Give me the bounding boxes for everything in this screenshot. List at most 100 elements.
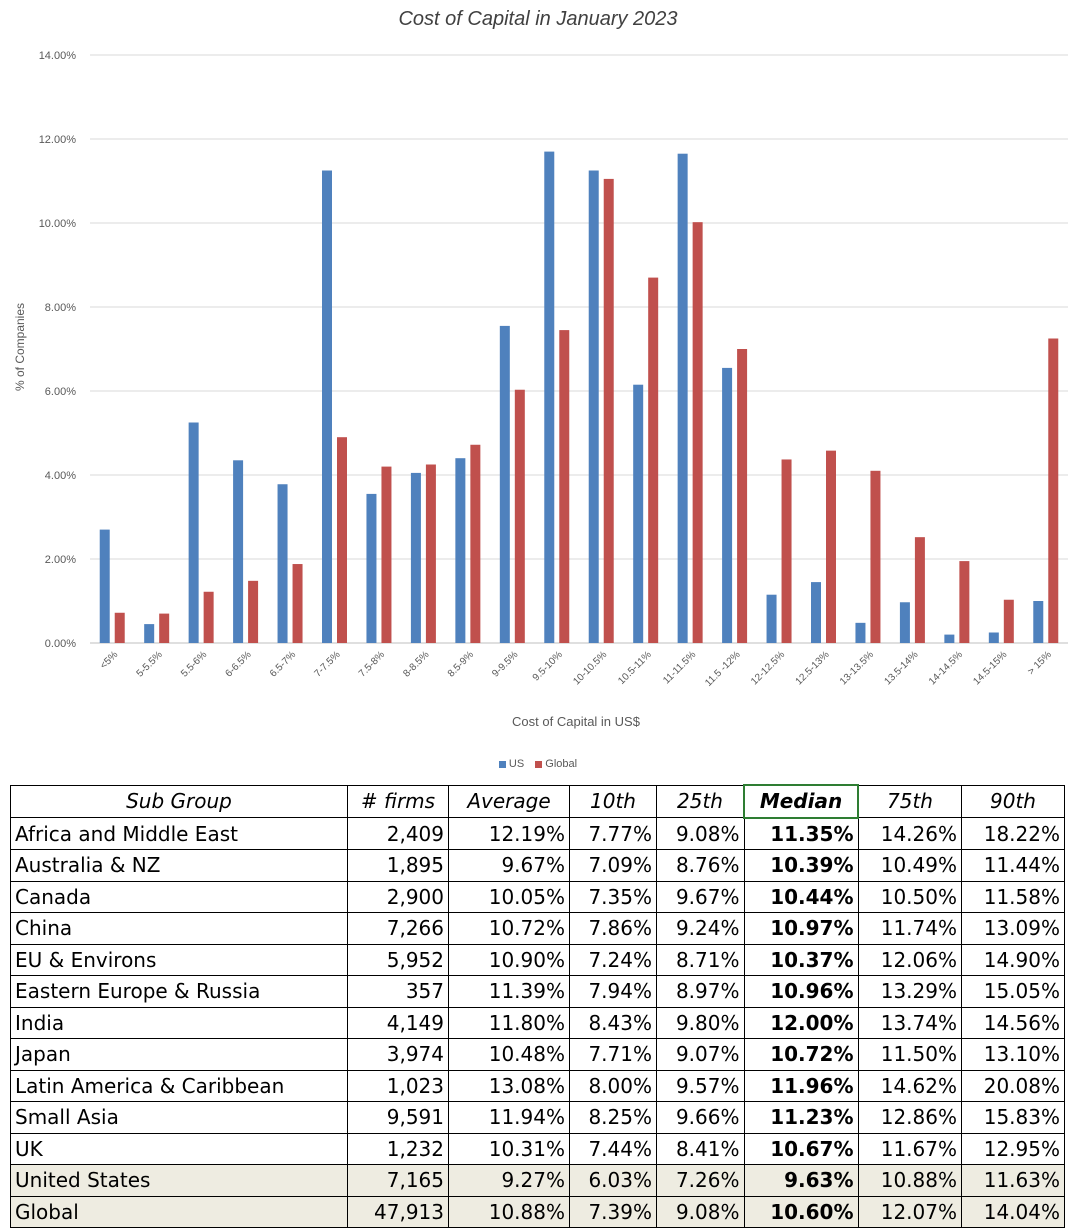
table-cell: 8.76% xyxy=(656,849,745,882)
row-name: India xyxy=(10,1006,348,1039)
table-row: Global 47,913 10.88% 7.39% 9.08% 10.60% 12.07%… xyxy=(10,1195,1065,1228)
x-tick-label: 6-6.5% xyxy=(224,649,254,679)
row-name: Africa and Middle East xyxy=(10,817,348,850)
table-cell: 10.90% xyxy=(448,943,570,976)
x-axis-title: Cost of Capital in US$ xyxy=(512,714,640,729)
y-tick-label: 12.00% xyxy=(39,134,77,146)
table-cell: 11.67% xyxy=(857,1132,962,1165)
x-tick-label: 10.5-11% xyxy=(616,649,654,687)
legend-item-global: Global xyxy=(535,758,577,770)
table-cell: 7.71% xyxy=(569,1038,657,1071)
table-cell: 13.74% xyxy=(857,1006,962,1039)
table-row: India 4,149 11.80% 8.43% 9.80% 12.00% 13.74% 14… xyxy=(10,1006,1065,1039)
table-cell: 10.37% xyxy=(743,943,859,976)
table-cell: 9.67% xyxy=(448,849,570,882)
x-tick-label: 9.5-10% xyxy=(531,649,565,683)
table-cell: 11.58% xyxy=(961,880,1065,913)
bar-global-21 xyxy=(1048,338,1059,643)
row-name: Global xyxy=(10,1195,348,1228)
bar-global-10 xyxy=(559,330,570,643)
bar-us-5 xyxy=(322,170,332,643)
bar-global-11 xyxy=(603,178,614,643)
col-header-75th: 75th xyxy=(857,784,962,818)
chart: Cost of Capital in January 2023 % of Com… xyxy=(0,8,1076,770)
table-cell: 12.95% xyxy=(961,1132,1065,1165)
table-cell: 8.00% xyxy=(569,1069,657,1102)
bar-global-4 xyxy=(292,564,303,643)
table-cell: 9,591 xyxy=(347,1101,449,1134)
table-cell: 8.25% xyxy=(569,1101,657,1134)
table-row: EU & Environs 5,952 10.90% 7.24% 8.71% 10.37%… xyxy=(10,943,1065,976)
table-cell: 8.43% xyxy=(569,1006,657,1039)
x-tick-label: 11.5 -12% xyxy=(703,649,743,689)
table-cell: 9.63% xyxy=(743,1164,859,1197)
table-cell: 12.19% xyxy=(448,817,570,850)
x-tick-label: 10-10.5% xyxy=(571,649,609,687)
table-cell: 10.67% xyxy=(743,1132,859,1165)
table-cell: 14.90% xyxy=(961,943,1065,976)
table-cell: 7.77% xyxy=(569,817,657,850)
table-row: Africa and Middle East 2,409 12.19% 7.77% 9.… xyxy=(10,817,1065,850)
bar-us-10 xyxy=(544,151,555,643)
table-cell: 6.03% xyxy=(569,1164,657,1197)
table-cell: 47,913 xyxy=(347,1195,449,1228)
table-cell: 5,952 xyxy=(347,943,449,976)
col-header-90th: 90th xyxy=(961,784,1065,818)
bar-us-0 xyxy=(99,529,110,643)
bar-global-9 xyxy=(514,389,525,643)
table-cell: 20.08% xyxy=(961,1069,1065,1102)
row-name: Australia & NZ xyxy=(10,849,348,882)
table-cell: 10.48% xyxy=(448,1038,570,1071)
bar-global-16 xyxy=(826,450,836,643)
table-cell: 14.56% xyxy=(961,1006,1065,1039)
chart-legend: US Global xyxy=(0,758,1076,770)
table-row: Latin America & Caribbean 1,023 13.08% 8.00… xyxy=(10,1069,1065,1102)
bar-us-4 xyxy=(277,484,288,643)
table-cell: 15.05% xyxy=(961,975,1065,1008)
table-cell: 13.08% xyxy=(448,1069,570,1102)
table-cell: 9.07% xyxy=(656,1038,745,1071)
bar-global-3 xyxy=(248,580,259,643)
bar-global-2 xyxy=(203,591,214,643)
table-cell: 10.44% xyxy=(743,880,859,913)
table-cell: 10.31% xyxy=(448,1132,570,1165)
row-name: Canada xyxy=(10,880,348,913)
table-cell: 8.97% xyxy=(656,975,745,1008)
bar-global-1 xyxy=(159,613,170,643)
bar-us-20 xyxy=(988,632,999,643)
table-row: China 7,266 10.72% 7.86% 9.24% 10.97% 11.74% 13… xyxy=(10,912,1065,945)
table-cell: 11.23% xyxy=(743,1101,859,1134)
bar-us-1 xyxy=(144,624,155,643)
table-header-row: Sub Group # firms Average 10th 25th Medi… xyxy=(10,784,1065,819)
table-cell: 7,266 xyxy=(347,912,449,945)
y-tick-label: 14.00% xyxy=(39,50,77,62)
bar-us-18 xyxy=(899,602,910,643)
table-cell: 10.39% xyxy=(743,849,859,882)
bar-us-9 xyxy=(499,325,510,643)
x-tick-label: 9-9.5% xyxy=(490,649,520,679)
bar-global-12 xyxy=(648,277,659,643)
table-cell: 7,165 xyxy=(347,1164,449,1197)
table-cell: 10.88% xyxy=(857,1164,962,1197)
table-row: Eastern Europe & Russia 357 11.39% 7.94% 8.9… xyxy=(10,975,1065,1008)
table-cell: 11.94% xyxy=(448,1101,570,1134)
table-cell: 13.09% xyxy=(961,912,1065,945)
y-tick-label: 6.00% xyxy=(45,386,76,398)
bar-global-17 xyxy=(870,470,881,643)
bar-global-6 xyxy=(381,466,392,643)
row-name: EU & Environs xyxy=(10,943,348,976)
table-cell: 13.10% xyxy=(961,1038,1065,1071)
table-cell: 10.05% xyxy=(448,880,570,913)
table-cell: 8.71% xyxy=(656,943,745,976)
y-tick-label: 4.00% xyxy=(45,470,76,482)
table-cell: 7.09% xyxy=(569,849,657,882)
col-header-median: Median xyxy=(743,784,859,819)
col-header-25th: 25th xyxy=(656,784,745,818)
x-tick-label: <5% xyxy=(98,649,120,671)
x-tick-label: 11-11.5% xyxy=(661,649,698,686)
bar-us-3 xyxy=(233,460,244,643)
table-cell: 7.94% xyxy=(569,975,657,1008)
table-row: UK 1,232 10.31% 7.44% 8.41% 10.67% 11.67% 12.95… xyxy=(10,1132,1065,1165)
x-tick-label: 12-12.5% xyxy=(749,649,787,687)
table-cell: 14.26% xyxy=(857,817,962,850)
